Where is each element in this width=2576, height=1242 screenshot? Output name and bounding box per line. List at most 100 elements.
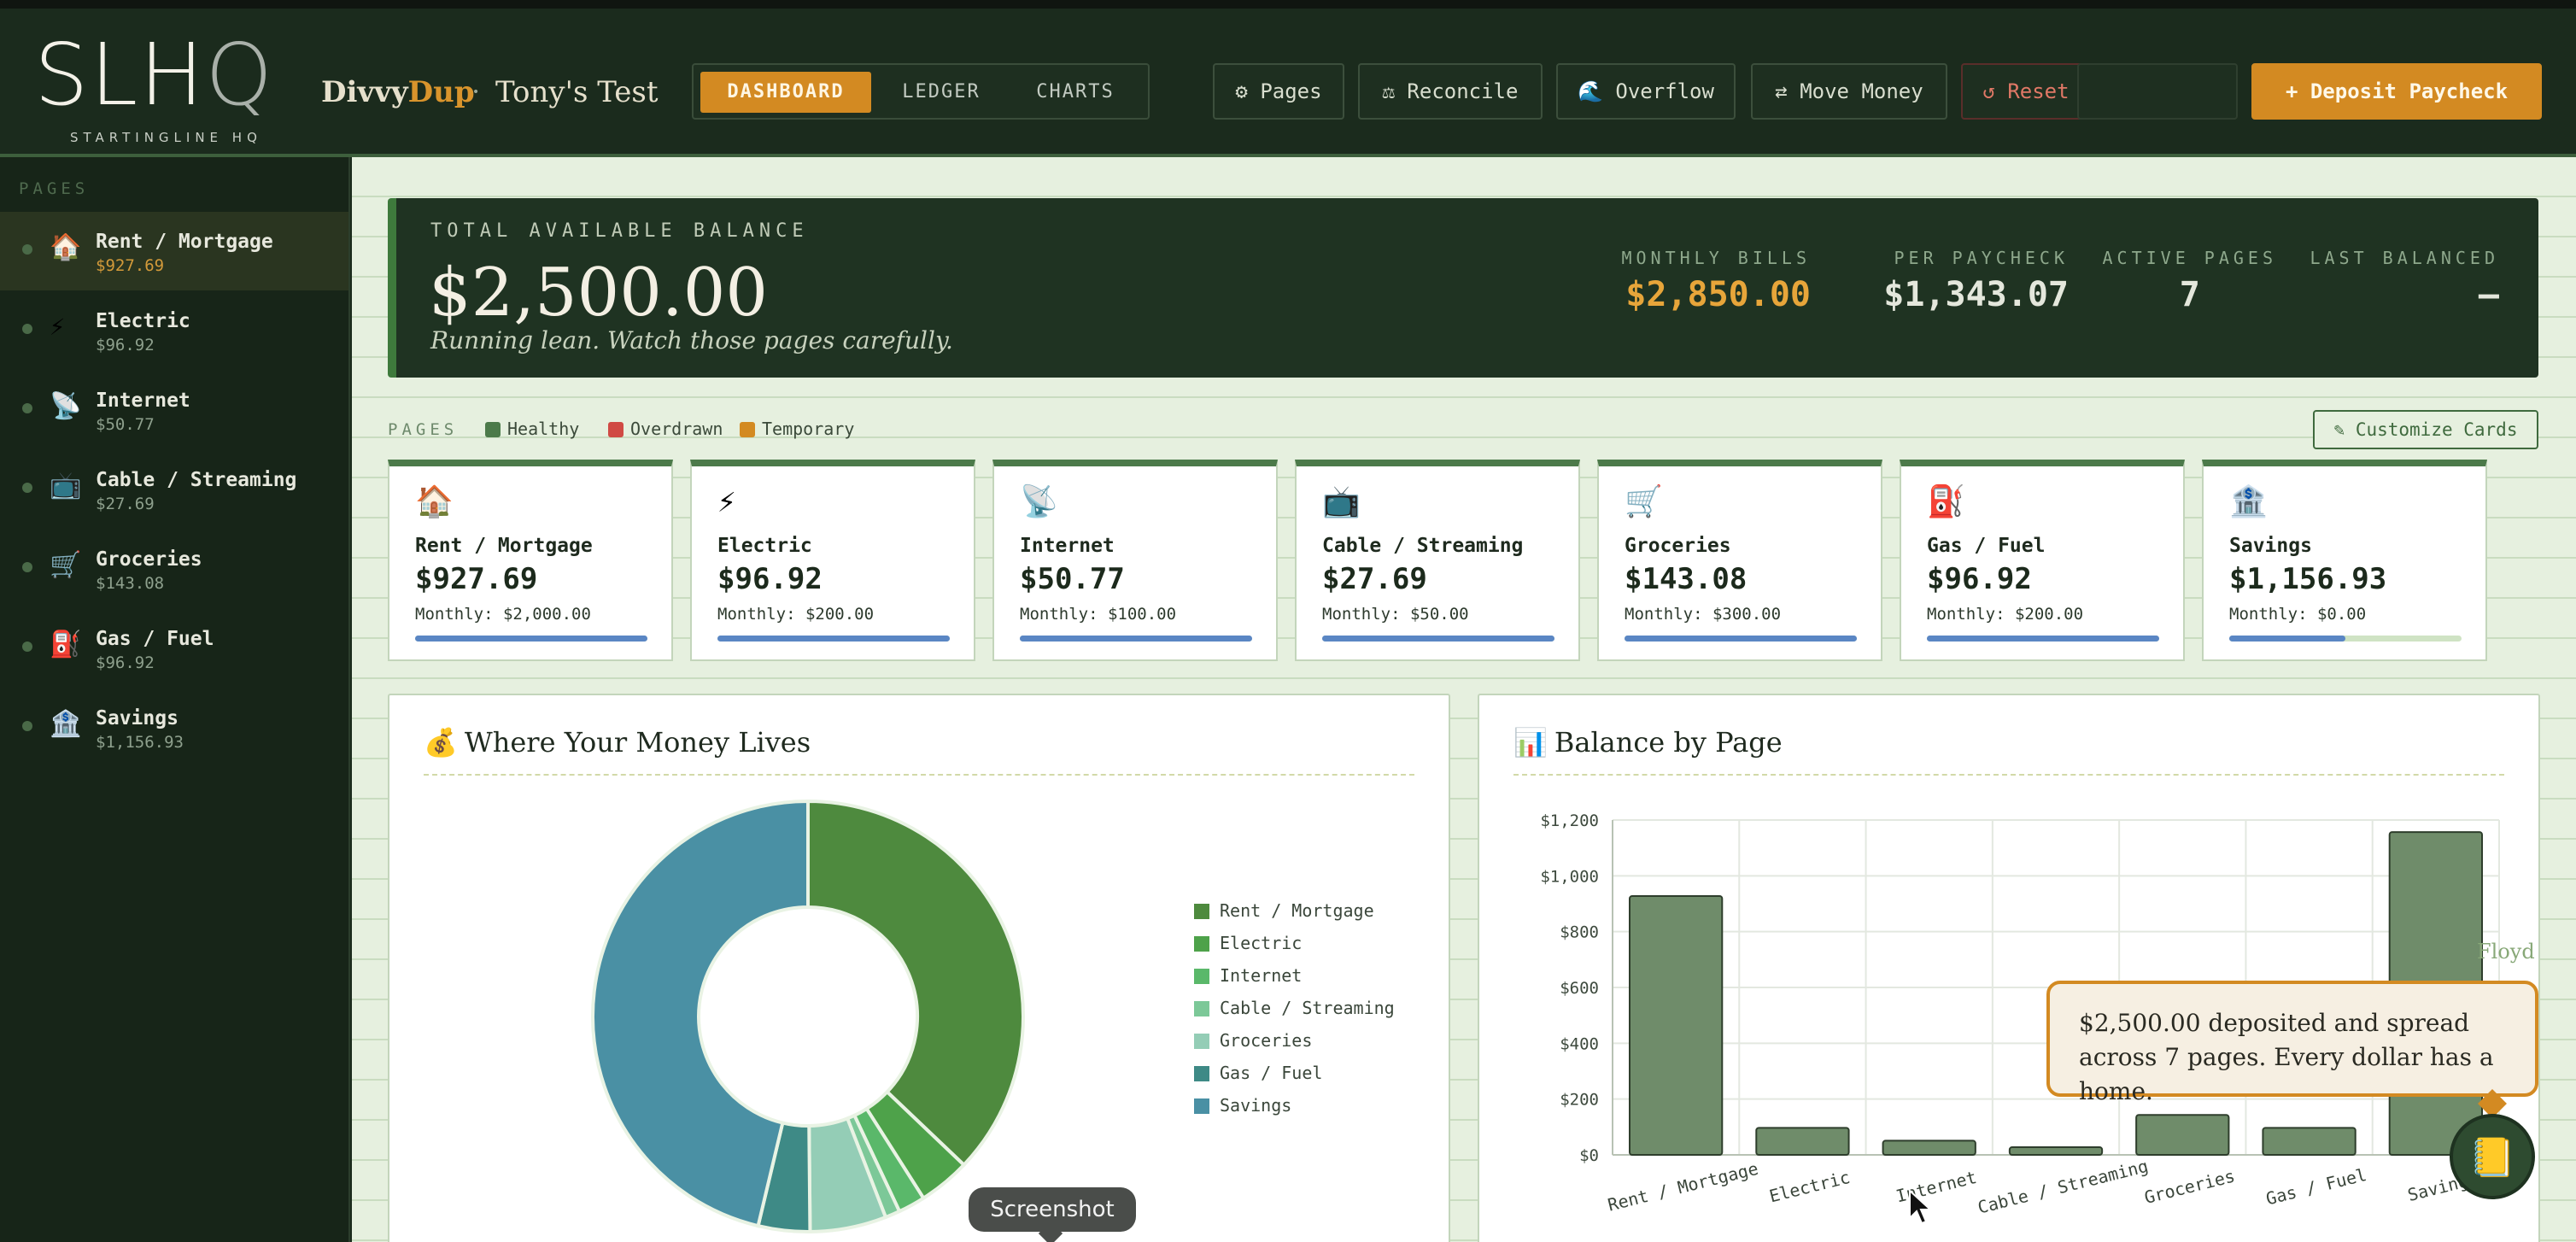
sidebar-item-name: Savings — [96, 707, 179, 729]
view-tabs: DASHBOARD LEDGER CHARTS — [692, 63, 1150, 120]
legend-swatch — [1194, 1034, 1209, 1049]
sidebar: PAGES 🏠 Rent / Mortgage $927.69 ⚡ Electr… — [0, 157, 350, 1242]
legend-swatch — [740, 422, 755, 437]
customize-cards-button[interactable]: ✎ Customize Cards — [2313, 410, 2538, 449]
shopping-cart-icon: 🛒 — [50, 550, 82, 580]
disabled-button[interactable] — [2077, 63, 2238, 120]
bar-groceries[interactable] — [2135, 1114, 2230, 1156]
bank-icon: 🏦 — [50, 709, 82, 739]
page-card-rent-mortgage[interactable]: 🏠 Rent / Mortgage $927.69 Monthly: $2,00… — [388, 460, 673, 661]
sidebar-item-rent-mortgage[interactable]: 🏠 Rent / Mortgage $927.69 — [0, 212, 348, 290]
pages-section-header: PAGES Healthy Overdrawn Temporary ✎ Cust… — [388, 410, 2538, 453]
page-card-internet[interactable]: 📡 Internet $50.77 Monthly: $100.00 — [992, 460, 1278, 661]
card-progress-bar — [1625, 636, 1857, 642]
house-icon: 🏠 — [50, 232, 82, 262]
page-card-cable-streaming[interactable]: 📺 Cable / Streaming $27.69 Monthly: $50.… — [1295, 460, 1580, 661]
sidebar-item-amount: $1,156.93 — [96, 733, 184, 752]
donut-legend-internet[interactable]: Internet — [1194, 965, 1395, 998]
status-dot — [22, 483, 32, 493]
donut-legend-electric[interactable]: Electric — [1194, 933, 1395, 965]
tab-charts[interactable]: CHARTS — [1036, 81, 1115, 103]
profile-name: Tony's Test — [495, 75, 659, 109]
card-progress-bar — [1927, 636, 2159, 642]
panel-title: 💰 Where Your Money Lives — [424, 726, 811, 759]
logo-subtitle: STARTINGLINE HQ — [70, 130, 262, 145]
balance-label: TOTAL AVAILABLE BALANCE — [430, 220, 809, 242]
house-icon: 🏠 — [415, 484, 454, 519]
card-progress-fill — [2229, 636, 2345, 642]
sidebar-item-amount: $96.92 — [96, 336, 155, 354]
card-balance: $1,156.93 — [2229, 562, 2387, 596]
donut-slice-rent-mortgage[interactable] — [806, 799, 1025, 1168]
donut-chart[interactable] — [552, 786, 1064, 1242]
sidebar-item-name: Cable / Streaming — [96, 469, 297, 491]
deposit-paycheck-button[interactable]: + Deposit Paycheck — [2251, 63, 2542, 120]
card-name: Savings — [2229, 535, 2312, 557]
page-card-electric[interactable]: ⚡ Electric $96.92 Monthly: $200.00 — [690, 460, 975, 661]
tab-dashboard[interactable]: DASHBOARD — [700, 72, 871, 113]
donut-legend-cable-streaming[interactable]: Cable / Streaming — [1194, 998, 1395, 1030]
brand-separator: · — [471, 75, 481, 108]
satellite-icon: 📡 — [1020, 484, 1058, 519]
donut-slice-savings[interactable] — [591, 799, 810, 1228]
stat-value: $1,343.07 — [1883, 275, 2069, 314]
card-name: Gas / Fuel — [1927, 535, 2046, 557]
slhq-logo[interactable]: SLHQ STARTINGLINE HQ — [34, 32, 307, 152]
card-monthly: Monthly: $200.00 — [717, 605, 875, 624]
sidebar-item-electric[interactable]: ⚡ Electric $96.92 — [0, 291, 348, 370]
card-progress-bar — [1020, 636, 1252, 642]
stat-label: PER PAYCHECK — [1894, 248, 2069, 268]
assistant-name: Floyd — [2477, 940, 2535, 964]
television-icon: 📺 — [50, 471, 82, 501]
x-tick-label: Rent / Mortgage — [1606, 1158, 1760, 1216]
card-name: Rent / Mortgage — [415, 535, 593, 557]
bar-electric[interactable] — [1755, 1127, 1850, 1157]
app-name: DivvyDup — [321, 75, 475, 109]
legend-swatch — [1194, 904, 1209, 919]
bank-icon: 🏦 — [2229, 484, 2268, 519]
donut-legend-rent-mortgage[interactable]: Rent / Mortgage — [1194, 900, 1395, 933]
bar-gas-fuel[interactable] — [2262, 1127, 2356, 1157]
card-name: Electric — [717, 535, 812, 557]
legend-swatch — [485, 422, 501, 437]
card-progress-bar — [717, 636, 950, 642]
legend-label: Groceries — [1220, 1030, 1313, 1051]
satellite-icon: 📡 — [50, 391, 82, 421]
sidebar-heading: PAGES — [19, 179, 90, 198]
sidebar-item-savings[interactable]: 🏦 Savings $1,156.93 — [0, 688, 348, 767]
notebook-icon[interactable]: 📒 — [2450, 1114, 2535, 1199]
sidebar-item-internet[interactable]: 📡 Internet $50.77 — [0, 371, 348, 449]
bar-rent-mortgage[interactable] — [1629, 894, 1724, 1157]
card-progress-fill — [415, 636, 647, 642]
bar-internet[interactable] — [1882, 1139, 1976, 1156]
television-icon: 📺 — [1322, 484, 1361, 519]
deposit-toast[interactable]: $2,500.00 deposited and spread across 7 … — [2046, 981, 2538, 1105]
donut-legend-gas-fuel[interactable]: Gas / Fuel — [1194, 1063, 1395, 1095]
reset-button[interactable]: ↺ Reset — [1961, 63, 2091, 120]
card-name: Groceries — [1625, 535, 1731, 557]
page-card-savings[interactable]: 🏦 Savings $1,156.93 Monthly: $0.00 — [2202, 460, 2487, 661]
sidebar-item-amount: $96.92 — [96, 653, 155, 672]
sidebar-item-gas-fuel[interactable]: ⛽ Gas / Fuel $96.92 — [0, 609, 348, 688]
reconcile-button[interactable]: ⚖ Reconcile — [1358, 63, 1543, 120]
balance-message: Running lean. Watch those pages carefull… — [430, 326, 953, 354]
page-card-groceries[interactable]: 🛒 Groceries $143.08 Monthly: $300.00 — [1597, 460, 1882, 661]
card-monthly: Monthly: $300.00 — [1625, 605, 1782, 624]
stat-monthly-bills: MONTHLY BILLS $2,850.00 — [1621, 248, 1811, 314]
card-monthly: Monthly: $2,000.00 — [415, 605, 591, 624]
tab-ledger[interactable]: LEDGER — [902, 81, 981, 103]
pages-button[interactable]: ⚙ Pages — [1213, 63, 1344, 120]
card-monthly: Monthly: $0.00 — [2229, 605, 2367, 624]
x-tick-label: Groceries — [2142, 1165, 2237, 1208]
move-money-button[interactable]: ⇄ Move Money — [1751, 63, 1947, 120]
donut-legend-savings[interactable]: Savings — [1194, 1095, 1395, 1128]
bar-cable-streaming[interactable] — [2008, 1145, 2104, 1156]
sidebar-item-cable-streaming[interactable]: 📺 Cable / Streaming $27.69 — [0, 450, 348, 529]
donut-legend: Rent / Mortgage Electric Internet Cable / S… — [1194, 900, 1395, 1128]
overflow-button[interactable]: 🌊 Overflow — [1556, 63, 1736, 120]
page-card-gas-fuel[interactable]: ⛽ Gas / Fuel $96.92 Monthly: $200.00 — [1900, 460, 2185, 661]
x-tick-label: Gas / Fuel — [2264, 1164, 2369, 1209]
card-progress-bar — [1322, 636, 1554, 642]
sidebar-item-groceries[interactable]: 🛒 Groceries $143.08 — [0, 530, 348, 608]
donut-legend-groceries[interactable]: Groceries — [1194, 1030, 1395, 1063]
